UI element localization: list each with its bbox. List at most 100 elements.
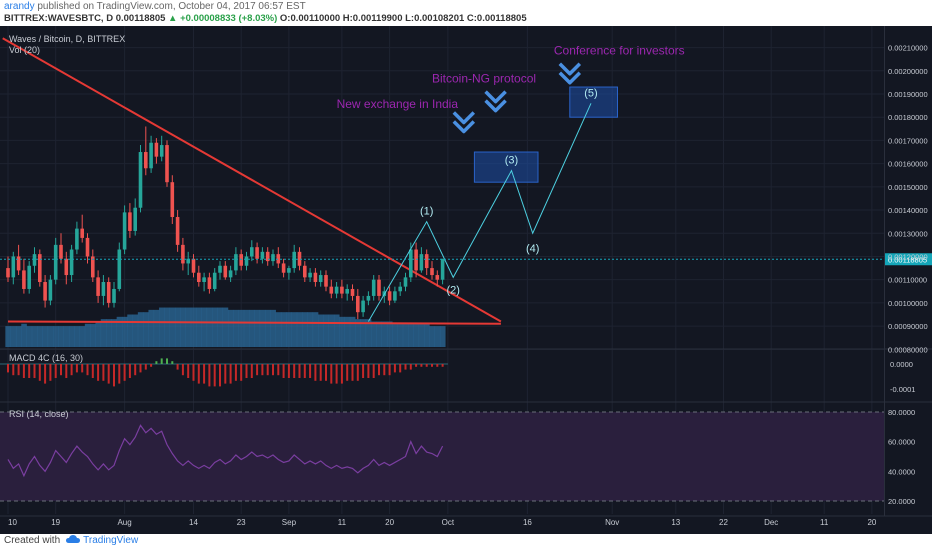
time-tick-label: 13 bbox=[671, 518, 680, 527]
time-tick-label: Dec bbox=[764, 518, 778, 527]
price-tick-label: 0.00100000 bbox=[888, 299, 928, 308]
price-tick-label: 0.00190000 bbox=[888, 90, 928, 99]
candle-body bbox=[239, 254, 243, 266]
volume-bar bbox=[408, 323, 414, 347]
macd-bar bbox=[378, 364, 380, 376]
arrow-chevron bbox=[452, 111, 476, 125]
macd-bar bbox=[86, 364, 89, 376]
candle-body bbox=[292, 251, 296, 269]
volume-bar bbox=[254, 309, 261, 347]
candle bbox=[371, 275, 376, 301]
volume-bar bbox=[376, 321, 382, 347]
target-box bbox=[569, 86, 618, 118]
time-tick-label: 11 bbox=[820, 518, 829, 527]
candle bbox=[64, 251, 69, 285]
candle-body bbox=[85, 237, 90, 257]
volume-bar bbox=[339, 316, 345, 347]
candle bbox=[138, 145, 143, 213]
candle bbox=[419, 247, 424, 273]
volume-bar bbox=[31, 326, 38, 347]
candle bbox=[101, 275, 106, 306]
macd-bar bbox=[60, 364, 62, 376]
price-chart[interactable]: (1) (2) (3) (4) (5) New exchange in India Bit… bbox=[0, 26, 932, 534]
candle-body bbox=[324, 275, 328, 287]
price-tick-label: 0.00170000 bbox=[888, 136, 928, 145]
time-axis[interactable]: 10 19 Aug 14 23 Sep 11 20 Oct 16 Nov 13 22 Dec 11 20 bbox=[8, 518, 877, 527]
candle-body bbox=[345, 288, 349, 294]
rsi-path bbox=[7, 424, 444, 478]
macd-bar bbox=[219, 364, 221, 387]
volume-bar bbox=[259, 309, 266, 347]
volume-bar bbox=[402, 323, 409, 347]
candle bbox=[128, 203, 132, 238]
macd-bar bbox=[277, 364, 280, 376]
macd-bar bbox=[250, 364, 253, 378]
wave-label: (1) bbox=[420, 206, 433, 218]
candle-body bbox=[106, 282, 111, 303]
volume-bar bbox=[386, 321, 393, 347]
candle bbox=[356, 288, 360, 320]
volume-bar bbox=[355, 319, 361, 347]
candle bbox=[265, 247, 270, 266]
candle bbox=[234, 247, 238, 276]
tradingview-brand[interactable]: TradingView bbox=[83, 535, 139, 547]
price-tick-label: 0.00210000 bbox=[888, 44, 928, 53]
candle bbox=[276, 247, 281, 269]
price-axis[interactable]: 0.00118805 0.00210000 0.00200000 0.00190000… bbox=[0, 44, 932, 506]
volume-bar bbox=[291, 312, 298, 347]
volume-label: Vol (20) bbox=[9, 45, 40, 55]
volume-bar bbox=[100, 319, 107, 347]
wave-label: (2) bbox=[446, 285, 459, 297]
volume-bar bbox=[333, 314, 340, 347]
candle bbox=[255, 242, 259, 264]
macd-bar bbox=[346, 364, 349, 381]
volume-bar bbox=[169, 307, 176, 347]
price-tick-label: 0.00150000 bbox=[888, 183, 928, 192]
author-link[interactable]: arandy bbox=[4, 1, 35, 12]
volume-bar bbox=[185, 307, 192, 347]
volume-bar bbox=[397, 323, 404, 347]
volume-bar bbox=[95, 321, 102, 347]
macd-bar bbox=[356, 364, 359, 381]
macd-bar bbox=[245, 364, 248, 378]
last-price: 0.00118805 bbox=[115, 13, 166, 24]
volume-bar bbox=[222, 307, 229, 347]
macd-bar bbox=[166, 358, 168, 364]
candle bbox=[22, 258, 26, 294]
arrows bbox=[452, 62, 582, 134]
wave-label: (3) bbox=[505, 155, 518, 167]
candle-body bbox=[308, 272, 312, 278]
candle bbox=[424, 249, 429, 276]
macd-bar bbox=[409, 364, 412, 370]
arrow-down-icon bbox=[484, 90, 507, 113]
candle-body bbox=[250, 247, 254, 257]
volume-bar bbox=[227, 309, 234, 347]
candle-body bbox=[377, 279, 381, 296]
annotations: New exchange in India Bitcoin-NG protocol… bbox=[337, 44, 685, 111]
macd-bar bbox=[17, 364, 20, 376]
macd-bar bbox=[303, 364, 306, 378]
macd-bar bbox=[33, 364, 36, 378]
volume-bar bbox=[127, 314, 133, 347]
volume-bar bbox=[90, 323, 96, 347]
target-boxes bbox=[473, 86, 618, 183]
candle bbox=[149, 135, 153, 173]
volume-bar bbox=[413, 323, 420, 347]
macd-bar bbox=[404, 364, 407, 370]
candle-body bbox=[170, 182, 175, 218]
macd-bar bbox=[441, 364, 444, 367]
publish-info: arandy published on TradingView.com, Oct… bbox=[4, 1, 306, 12]
volume-bar bbox=[37, 326, 43, 347]
candle bbox=[117, 242, 122, 292]
candle-body bbox=[117, 249, 122, 289]
macd-bar bbox=[7, 364, 9, 373]
candle bbox=[398, 282, 402, 296]
candle bbox=[430, 261, 434, 280]
macd-tick-label: -0.0001 bbox=[890, 385, 915, 394]
macd-bar bbox=[49, 364, 52, 381]
price-tick-label: 0.00120000 bbox=[888, 252, 928, 261]
candle-body bbox=[128, 212, 132, 231]
candle bbox=[207, 272, 212, 294]
candle-body bbox=[27, 265, 31, 289]
macd-bar bbox=[54, 364, 57, 378]
